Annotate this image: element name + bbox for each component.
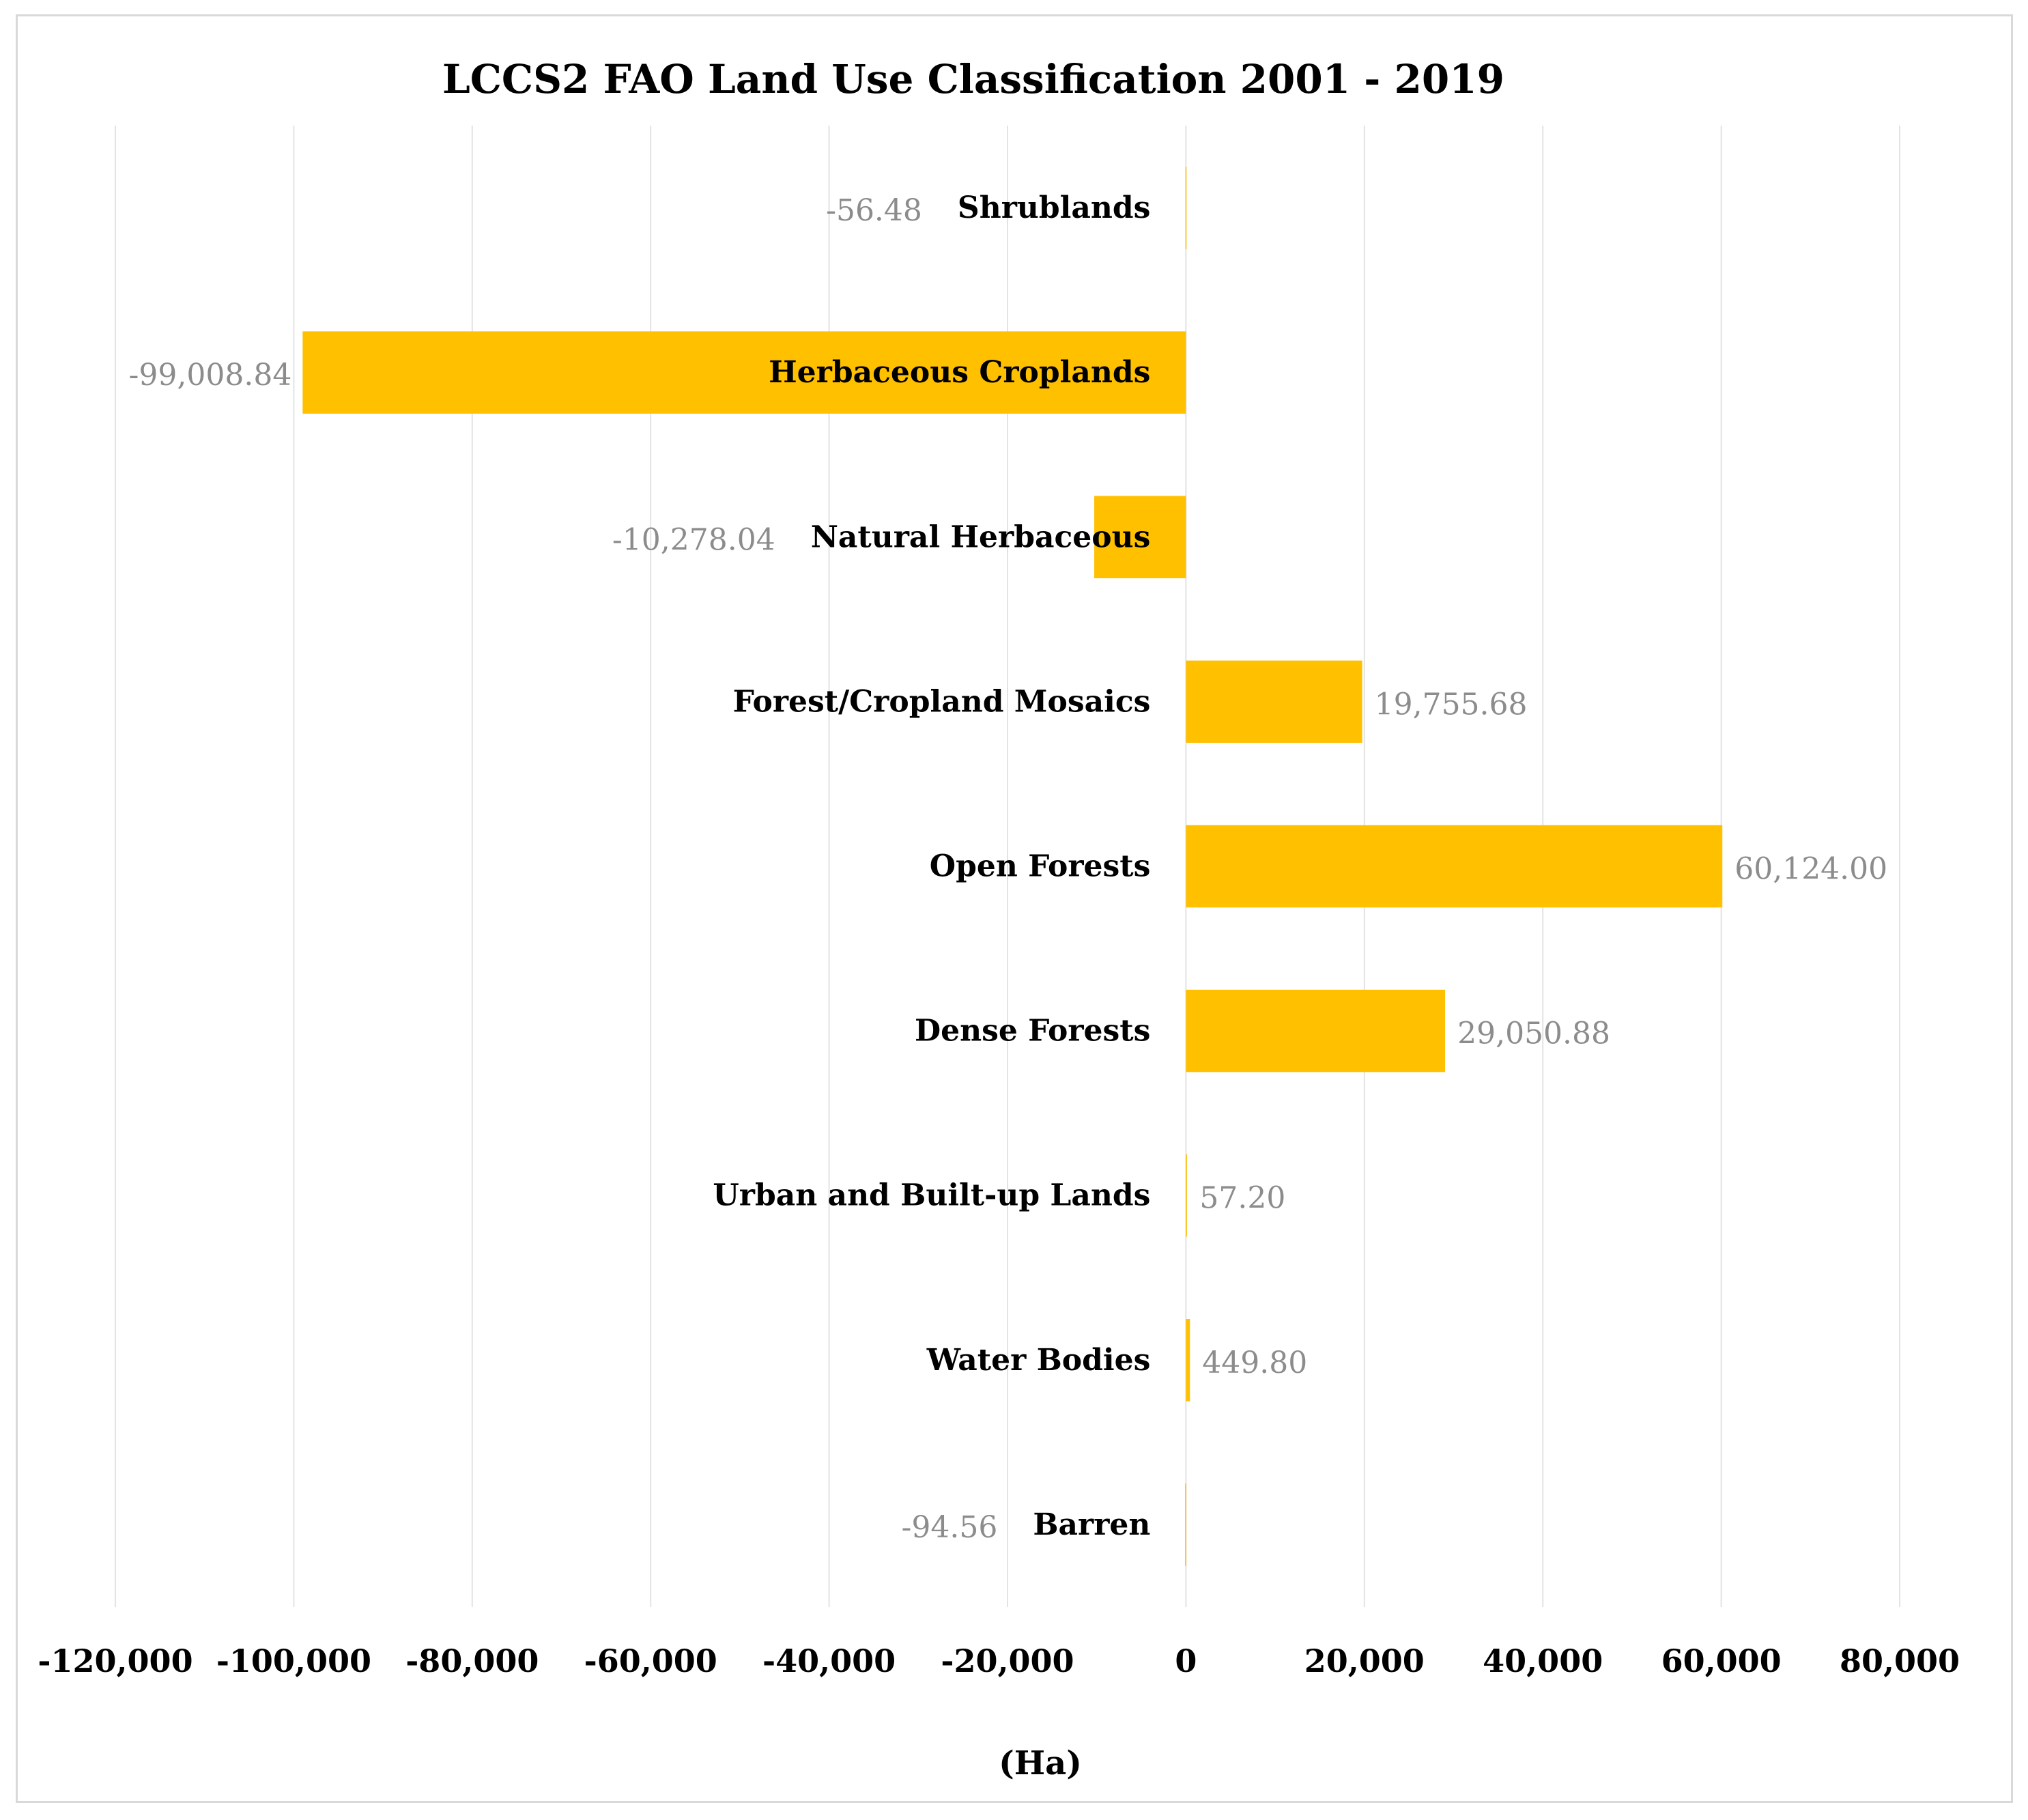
bar [1186, 989, 1446, 1072]
bar [302, 331, 1186, 414]
bar-chart: LCCS2 FAO Land Use Classification 2001 -… [38, 56, 1960, 1782]
x-tick-label: -80,000 [405, 1643, 539, 1679]
x-tick-label: 20,000 [1304, 1643, 1425, 1679]
x-tick-label: 60,000 [1661, 1643, 1782, 1679]
x-axis-title: (Ha) [999, 1744, 1082, 1782]
value-label: -94.56 [902, 1510, 998, 1545]
category-label: Water Bodies [926, 1343, 1151, 1378]
bar [1186, 825, 1723, 908]
value-label: 19,755.68 [1375, 687, 1528, 722]
x-tick-label: -120,000 [38, 1643, 192, 1679]
x-tick-label: -40,000 [762, 1643, 896, 1679]
value-label: -10,278.04 [612, 522, 775, 557]
category-label: Shrublands [958, 190, 1150, 225]
value-label: -99,008.84 [129, 358, 292, 393]
value-label: 57.20 [1199, 1181, 1285, 1216]
category-label: Herbaceous Croplands [769, 355, 1150, 390]
category-label: Forest/Cropland Mosaics [733, 684, 1151, 719]
x-axis-ticks: -120,000 -100,000 -80,000 -60,000 -40,000 -20… [38, 1643, 1960, 1679]
category-label: Open Forests [930, 849, 1151, 884]
value-label: 29,050.88 [1457, 1016, 1610, 1051]
category-labels: Shrublands Herbaceous Croplands Natural He… [713, 190, 1150, 1542]
bar [1186, 1154, 1187, 1237]
x-tick-label: 80,000 [1840, 1643, 1960, 1679]
x-tick-label: -20,000 [941, 1643, 1074, 1679]
category-label: Natural Herbaceous [811, 520, 1151, 554]
value-labels: -56.48 -99,008.84 -10,278.04 19,755.68 60,12… [129, 193, 1888, 1545]
bars [302, 167, 1723, 1566]
category-label: Urban and Built-up Lands [713, 1178, 1150, 1213]
value-label: 449.80 [1202, 1346, 1307, 1380]
value-label: 60,124.00 [1734, 852, 1887, 887]
x-tick-label: -100,000 [216, 1643, 371, 1679]
bar [1094, 496, 1186, 579]
category-label: Dense Forests [915, 1014, 1150, 1049]
bar [1186, 1319, 1190, 1402]
bar [1185, 1483, 1186, 1566]
x-tick-label: -60,000 [584, 1643, 717, 1679]
x-tick-label: 0 [1175, 1643, 1197, 1679]
bar [1185, 167, 1187, 249]
category-label: Barren [1033, 1507, 1150, 1542]
chart-frame: LCCS2 FAO Land Use Classification 2001 -… [16, 14, 2013, 1803]
bar [1186, 660, 1362, 743]
x-tick-label: 40,000 [1483, 1643, 1603, 1679]
chart-title: LCCS2 FAO Land Use Classification 2001 -… [442, 56, 1504, 102]
value-label: -56.48 [826, 193, 922, 228]
